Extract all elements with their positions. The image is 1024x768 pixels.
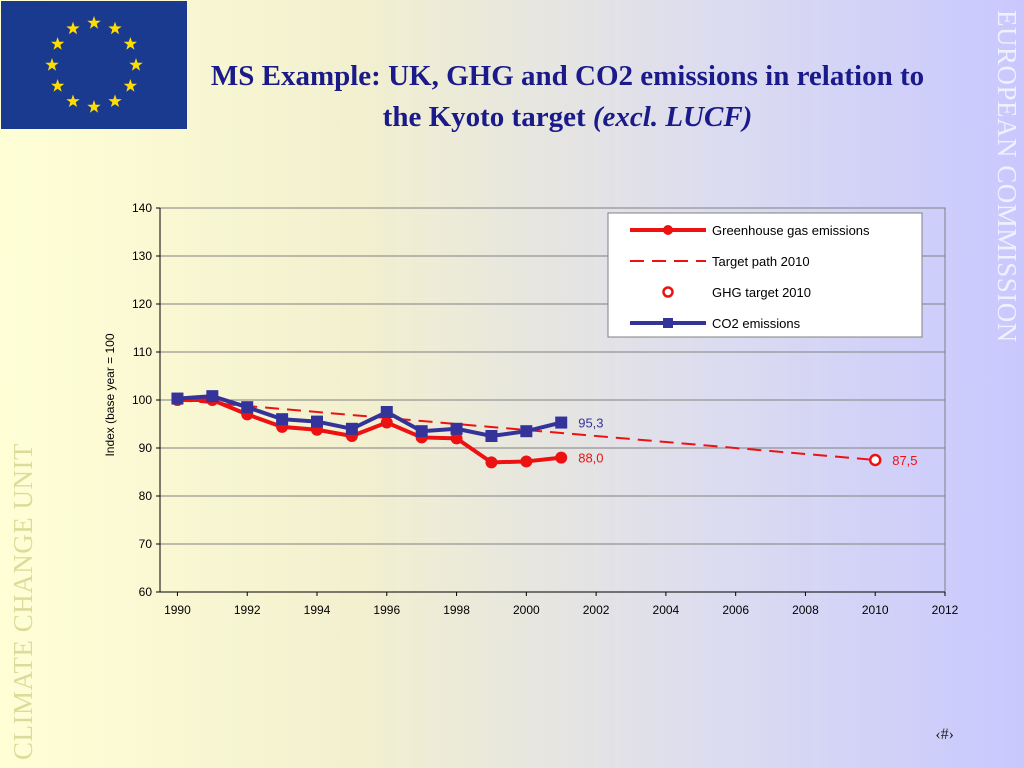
- x-tick-label: 1994: [304, 603, 331, 617]
- series-group: 95,3 88,0 87,5: [171, 390, 918, 469]
- star-icon: [129, 58, 143, 71]
- star-icon: [87, 16, 101, 29]
- ghg-end-label: 88,0: [578, 451, 603, 466]
- title-main: MS Example: UK, GHG and CO2 emissions in…: [210, 60, 925, 133]
- star-icon: [123, 37, 137, 50]
- eu-stars-icon: [45, 16, 143, 113]
- y-tick-label: 70: [139, 537, 153, 551]
- co2-point: [276, 413, 289, 426]
- title-italic: (excl. LUCF): [592, 101, 753, 133]
- x-tick-label: 1990: [164, 603, 191, 617]
- x-tick-label: 2006: [722, 603, 749, 617]
- co2-point: [415, 425, 428, 438]
- target-path-line: [177, 399, 876, 461]
- y-tick-label: 60: [139, 585, 153, 599]
- ghg-point: [380, 416, 393, 429]
- legend-label: Greenhouse gas emissions: [712, 223, 870, 238]
- eu-flag: [1, 1, 187, 129]
- star-icon: [87, 100, 101, 113]
- star-icon: [45, 58, 59, 71]
- ghg-target-label: 87,5: [892, 453, 917, 468]
- side-text-climate-change-unit: CLIMATE CHANGE UNIT: [8, 443, 38, 760]
- legend: Greenhouse gas emissions Target path 2010…: [607, 212, 923, 338]
- legend-label: GHG target 2010: [712, 285, 811, 300]
- y-tick-label: 110: [133, 345, 152, 359]
- x-tick-label: 1996: [373, 603, 400, 617]
- x-tick-label: 2008: [792, 603, 819, 617]
- x-tick-label: 2012: [932, 603, 959, 617]
- star-icon: [66, 21, 80, 35]
- legend-label: CO2 emissions: [712, 316, 801, 331]
- legend-co2-marker: [663, 318, 673, 328]
- legend-ghg-target-marker: [662, 286, 674, 298]
- co2-point: [520, 425, 533, 438]
- y-axis: 60 70 80 90 100 110 120 130 140: [132, 201, 161, 599]
- co2-point: [345, 422, 358, 435]
- y-tick-label: 120: [132, 297, 152, 311]
- co2-point: [555, 416, 568, 429]
- legend-ghg-marker: [663, 225, 673, 235]
- x-tick-label: 1998: [443, 603, 470, 617]
- side-text-european-commission: EUROPEAN COMMISSION: [992, 10, 1022, 343]
- x-tick-label: 2000: [513, 603, 540, 617]
- y-tick-label: 100: [132, 393, 152, 407]
- slide-number: ‹#›: [935, 726, 954, 743]
- y-tick-label: 140: [132, 201, 152, 215]
- y-tick-label: 90: [139, 441, 153, 455]
- y-axis-label: Index (base year = 100: [103, 333, 117, 456]
- x-tick-label: 2010: [862, 603, 889, 617]
- ghg-series-line: [177, 398, 562, 465]
- co2-point: [171, 392, 184, 405]
- co2-point: [241, 401, 254, 414]
- star-icon: [51, 37, 65, 50]
- grid-lines: [160, 255, 945, 545]
- ghg-point: [450, 432, 463, 445]
- star-icon: [51, 79, 65, 92]
- x-tick-label: 1992: [234, 603, 261, 617]
- star-icon: [108, 94, 122, 107]
- co2-point: [485, 430, 498, 442]
- co2-point: [380, 406, 393, 418]
- x-tick-label: 2004: [653, 603, 680, 617]
- co2-point: [206, 390, 219, 403]
- legend-label: Target path 2010: [712, 254, 810, 269]
- ghg-point: [485, 456, 498, 469]
- emissions-chart: 60 70 80 90 100 110 120 130 140 1990 1992 1994 1996…: [103, 201, 959, 617]
- ghg-point: [555, 451, 568, 464]
- y-tick-label: 130: [132, 249, 152, 263]
- y-tick-label: 80: [139, 489, 153, 503]
- star-icon: [108, 21, 122, 35]
- star-icon: [123, 79, 137, 92]
- ghg-point: [520, 455, 533, 468]
- co2-point: [311, 415, 323, 428]
- ghg-target-point: [868, 453, 882, 467]
- slide-title: MS Example: UK, GHG and CO2 emissions in…: [200, 56, 935, 138]
- legend-box: [607, 212, 923, 338]
- co2-point: [450, 422, 463, 435]
- co2-end-label: 95,3: [578, 416, 603, 431]
- star-icon: [66, 94, 80, 107]
- x-axis: 1990 1992 1994 1996 1998 2000 2002 2004 2006 2008…: [160, 591, 959, 617]
- x-tick-label: 2002: [583, 603, 610, 617]
